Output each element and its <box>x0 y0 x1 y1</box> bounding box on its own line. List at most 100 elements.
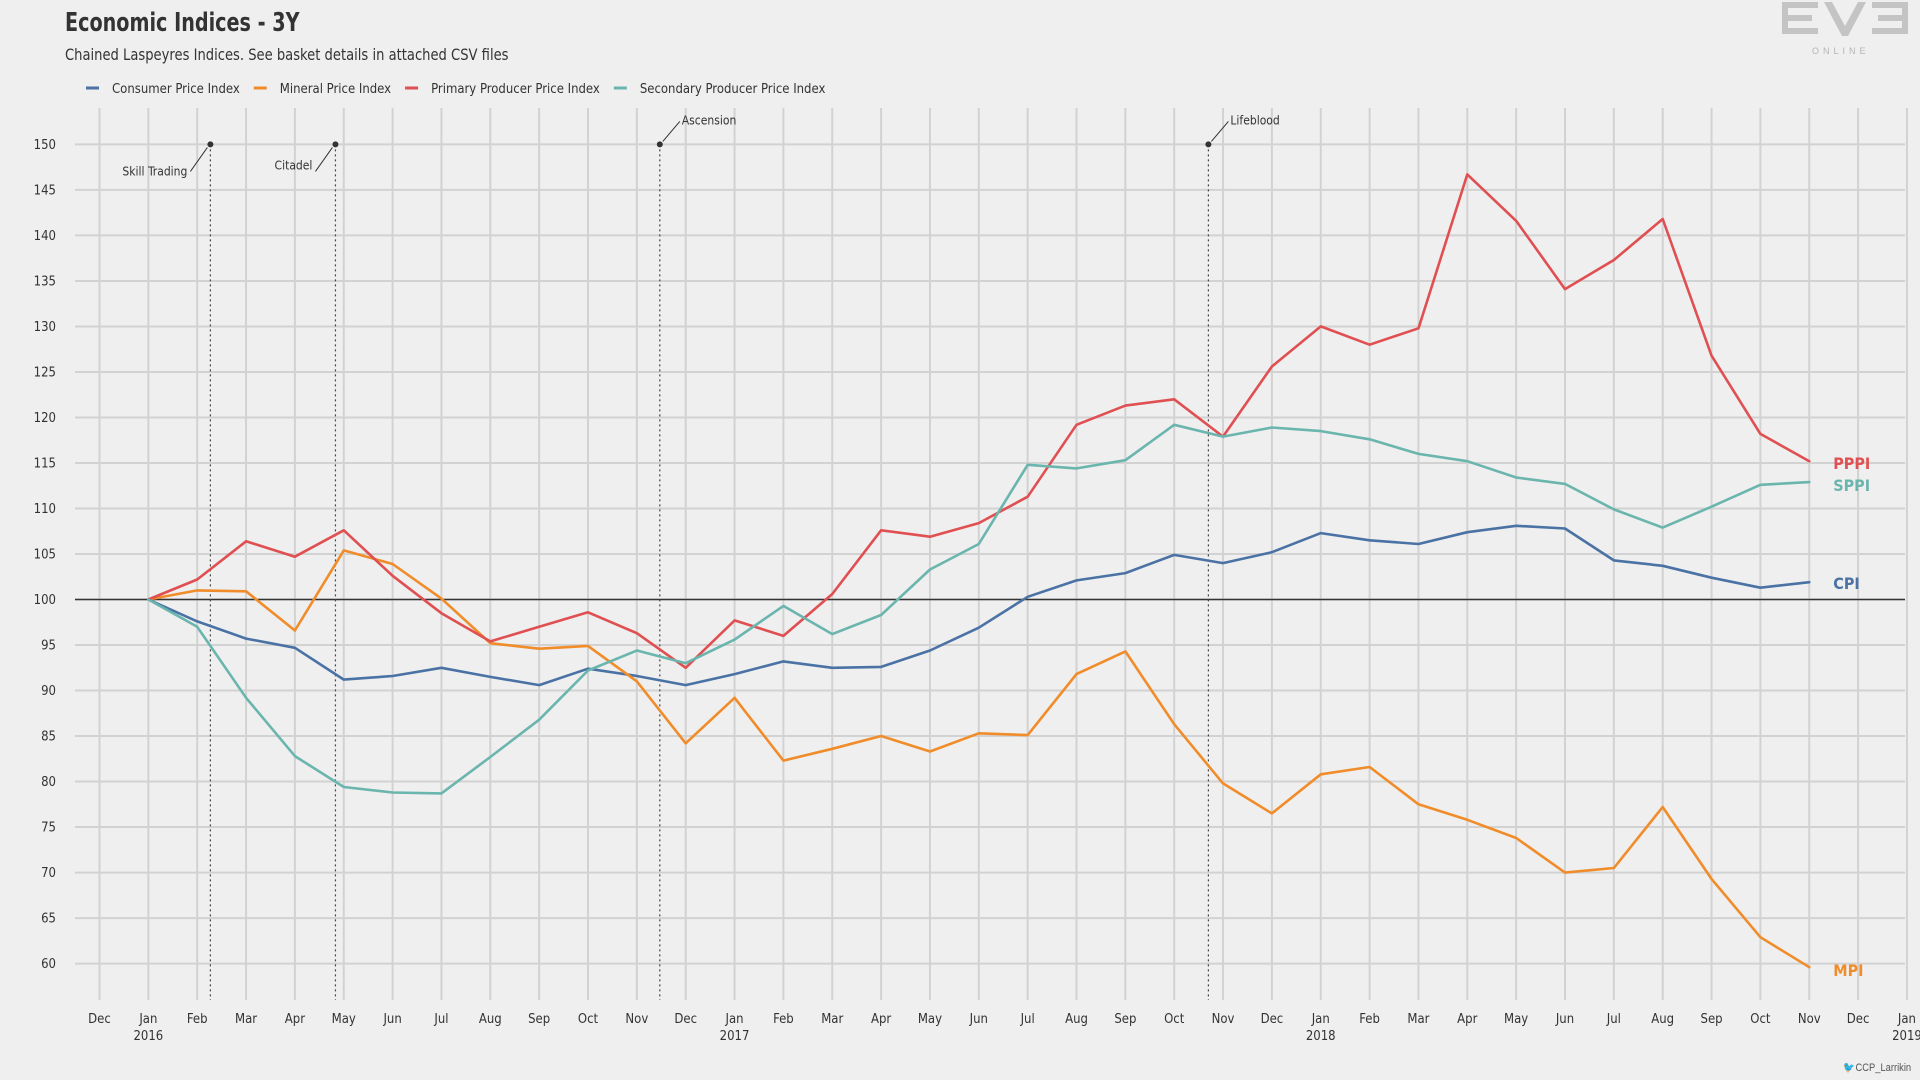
y-axis-tick-labels: 60 65 70 75 80 85 90 95 100 105 110 115 120 125 130 135… <box>34 138 56 972</box>
y-tick-label: 130 <box>34 320 56 335</box>
y-tick-label: 90 <box>41 684 56 699</box>
x-tick-label: Jul <box>433 1012 448 1027</box>
x-tick-label: Jan <box>1311 1012 1330 1027</box>
y-tick-label: 100 <box>34 593 56 608</box>
y-tick-label: 60 <box>41 957 56 972</box>
y-tick-label: 75 <box>41 821 56 836</box>
author-credit[interactable]: 🐦CCP_Larrikin <box>1843 1061 1911 1074</box>
annotation-label: Ascension <box>682 113 737 127</box>
chart-title: Economic Indices - 3Y <box>65 8 300 38</box>
x-tick-label: Sep <box>528 1012 550 1027</box>
annotation-dot <box>207 141 214 148</box>
annotation-dot <box>332 141 339 148</box>
x-tick-label: Aug <box>479 1012 502 1027</box>
x-tick-label: Sep <box>1114 1012 1136 1027</box>
series-end-labels: PPPI SPPI CPI MPI <box>1833 454 1870 980</box>
x-tick-label: Mar <box>821 1012 843 1027</box>
y-tick-label: 80 <box>41 775 56 790</box>
x-axis-tick-labels: Dec Jan Feb Mar Apr May Jun Jul Aug Sep Oct Nov Dec J… <box>88 1012 1920 1044</box>
x-year-label: 2019 <box>1892 1029 1920 1044</box>
event-annotations: Skill Trading Citadel Ascension Lifeblood <box>122 113 1280 1000</box>
y-tick-label: 70 <box>41 866 56 881</box>
x-tick-label: Nov <box>1212 1012 1235 1027</box>
end-label-pppi: PPPI <box>1833 454 1870 473</box>
y-tick-label: 65 <box>41 912 56 927</box>
x-tick-label: Feb <box>187 1012 208 1027</box>
x-tick-label: May <box>332 1012 356 1027</box>
end-label-mpi: MPI <box>1833 961 1863 980</box>
x-tick-label: Jun <box>969 1012 988 1027</box>
series-lines <box>147 173 1811 969</box>
x-tick-label: Aug <box>1651 1012 1674 1027</box>
y-tick-label: 85 <box>41 730 56 745</box>
series-line-sppi <box>147 423 1811 795</box>
chart-grid <box>75 108 1908 1000</box>
y-tick-label: 125 <box>34 365 56 380</box>
legend-entry-pppi: Primary Producer Price Index <box>431 82 600 97</box>
x-tick-label: Aug <box>1065 1012 1088 1027</box>
x-tick-label: Nov <box>625 1012 648 1027</box>
x-tick-label: Jan <box>1897 1012 1916 1027</box>
end-label-sppi: SPPI <box>1833 476 1870 495</box>
end-label-cpi: CPI <box>1833 574 1859 593</box>
x-tick-label: Jul <box>1606 1012 1621 1027</box>
series-line-pppi <box>147 173 1811 670</box>
y-tick-label: 135 <box>34 274 56 289</box>
x-tick-label: Oct <box>1164 1012 1185 1027</box>
eve-logo <box>1782 2 1908 36</box>
twitter-bird-icon: 🐦 <box>1843 1062 1855 1074</box>
x-tick-label: Dec <box>674 1012 697 1027</box>
y-tick-label: 95 <box>41 639 56 654</box>
author-handle: CCP_Larrikin <box>1855 1062 1912 1074</box>
annotation-dot <box>1205 141 1212 148</box>
x-tick-label: May <box>1504 1012 1528 1027</box>
x-tick-label: Apr <box>1457 1012 1477 1027</box>
series-line-mpi <box>147 549 1811 969</box>
legend-entry-mpi: Mineral Price Index <box>280 82 391 97</box>
y-tick-label: 110 <box>34 502 56 517</box>
x-tick-label: Oct <box>1750 1012 1771 1027</box>
annotation-label: Skill Trading <box>122 164 187 178</box>
x-tick-label: Jul <box>1020 1012 1035 1027</box>
x-tick-label: May <box>918 1012 942 1027</box>
x-tick-label: Jun <box>382 1012 401 1027</box>
x-tick-label: Dec <box>1847 1012 1870 1027</box>
x-tick-label: Apr <box>871 1012 891 1027</box>
y-tick-label: 145 <box>34 183 56 198</box>
x-tick-label: Jun <box>1555 1012 1574 1027</box>
annotation-leader <box>1211 121 1229 142</box>
chart-subtitle: Chained Laspeyres Indices. See basket de… <box>65 45 509 64</box>
series-line-cpi <box>147 524 1811 687</box>
x-tick-label: Dec <box>1261 1012 1284 1027</box>
annotation-leader <box>662 121 681 142</box>
x-tick-label: Feb <box>1359 1012 1380 1027</box>
x-tick-label: Mar <box>1407 1012 1429 1027</box>
x-tick-label: Sep <box>1701 1012 1723 1027</box>
chart-legend: Consumer Price Index Mineral Price Index P… <box>86 82 825 97</box>
x-year-label: 2016 <box>133 1029 163 1044</box>
annotation-leader <box>189 147 208 172</box>
x-tick-label: Jan <box>138 1012 157 1027</box>
x-tick-label: Mar <box>235 1012 257 1027</box>
annotation-label: Lifeblood <box>1230 113 1279 127</box>
annotation-leader <box>315 147 333 172</box>
x-year-label: 2018 <box>1306 1029 1336 1044</box>
y-tick-label: 140 <box>34 229 56 244</box>
y-tick-label: 115 <box>34 456 56 471</box>
x-year-label: 2017 <box>720 1029 750 1044</box>
x-tick-label: Nov <box>1798 1012 1821 1027</box>
x-tick-label: Jan <box>725 1012 744 1027</box>
y-tick-label: 150 <box>34 138 56 153</box>
annotation-label: Citadel <box>275 158 313 172</box>
annotation-dot <box>656 141 663 148</box>
legend-entry-cpi: Consumer Price Index <box>112 82 240 97</box>
legend-entry-sppi: Secondary Producer Price Index <box>640 82 826 97</box>
x-tick-label: Dec <box>88 1012 111 1027</box>
y-tick-label: 120 <box>34 411 56 426</box>
x-tick-label: Apr <box>285 1012 305 1027</box>
y-tick-label: 105 <box>34 548 56 563</box>
eve-logo-subtext: ONLINE <box>1812 46 1870 56</box>
x-tick-label: Feb <box>773 1012 794 1027</box>
x-tick-label: Oct <box>578 1012 599 1027</box>
